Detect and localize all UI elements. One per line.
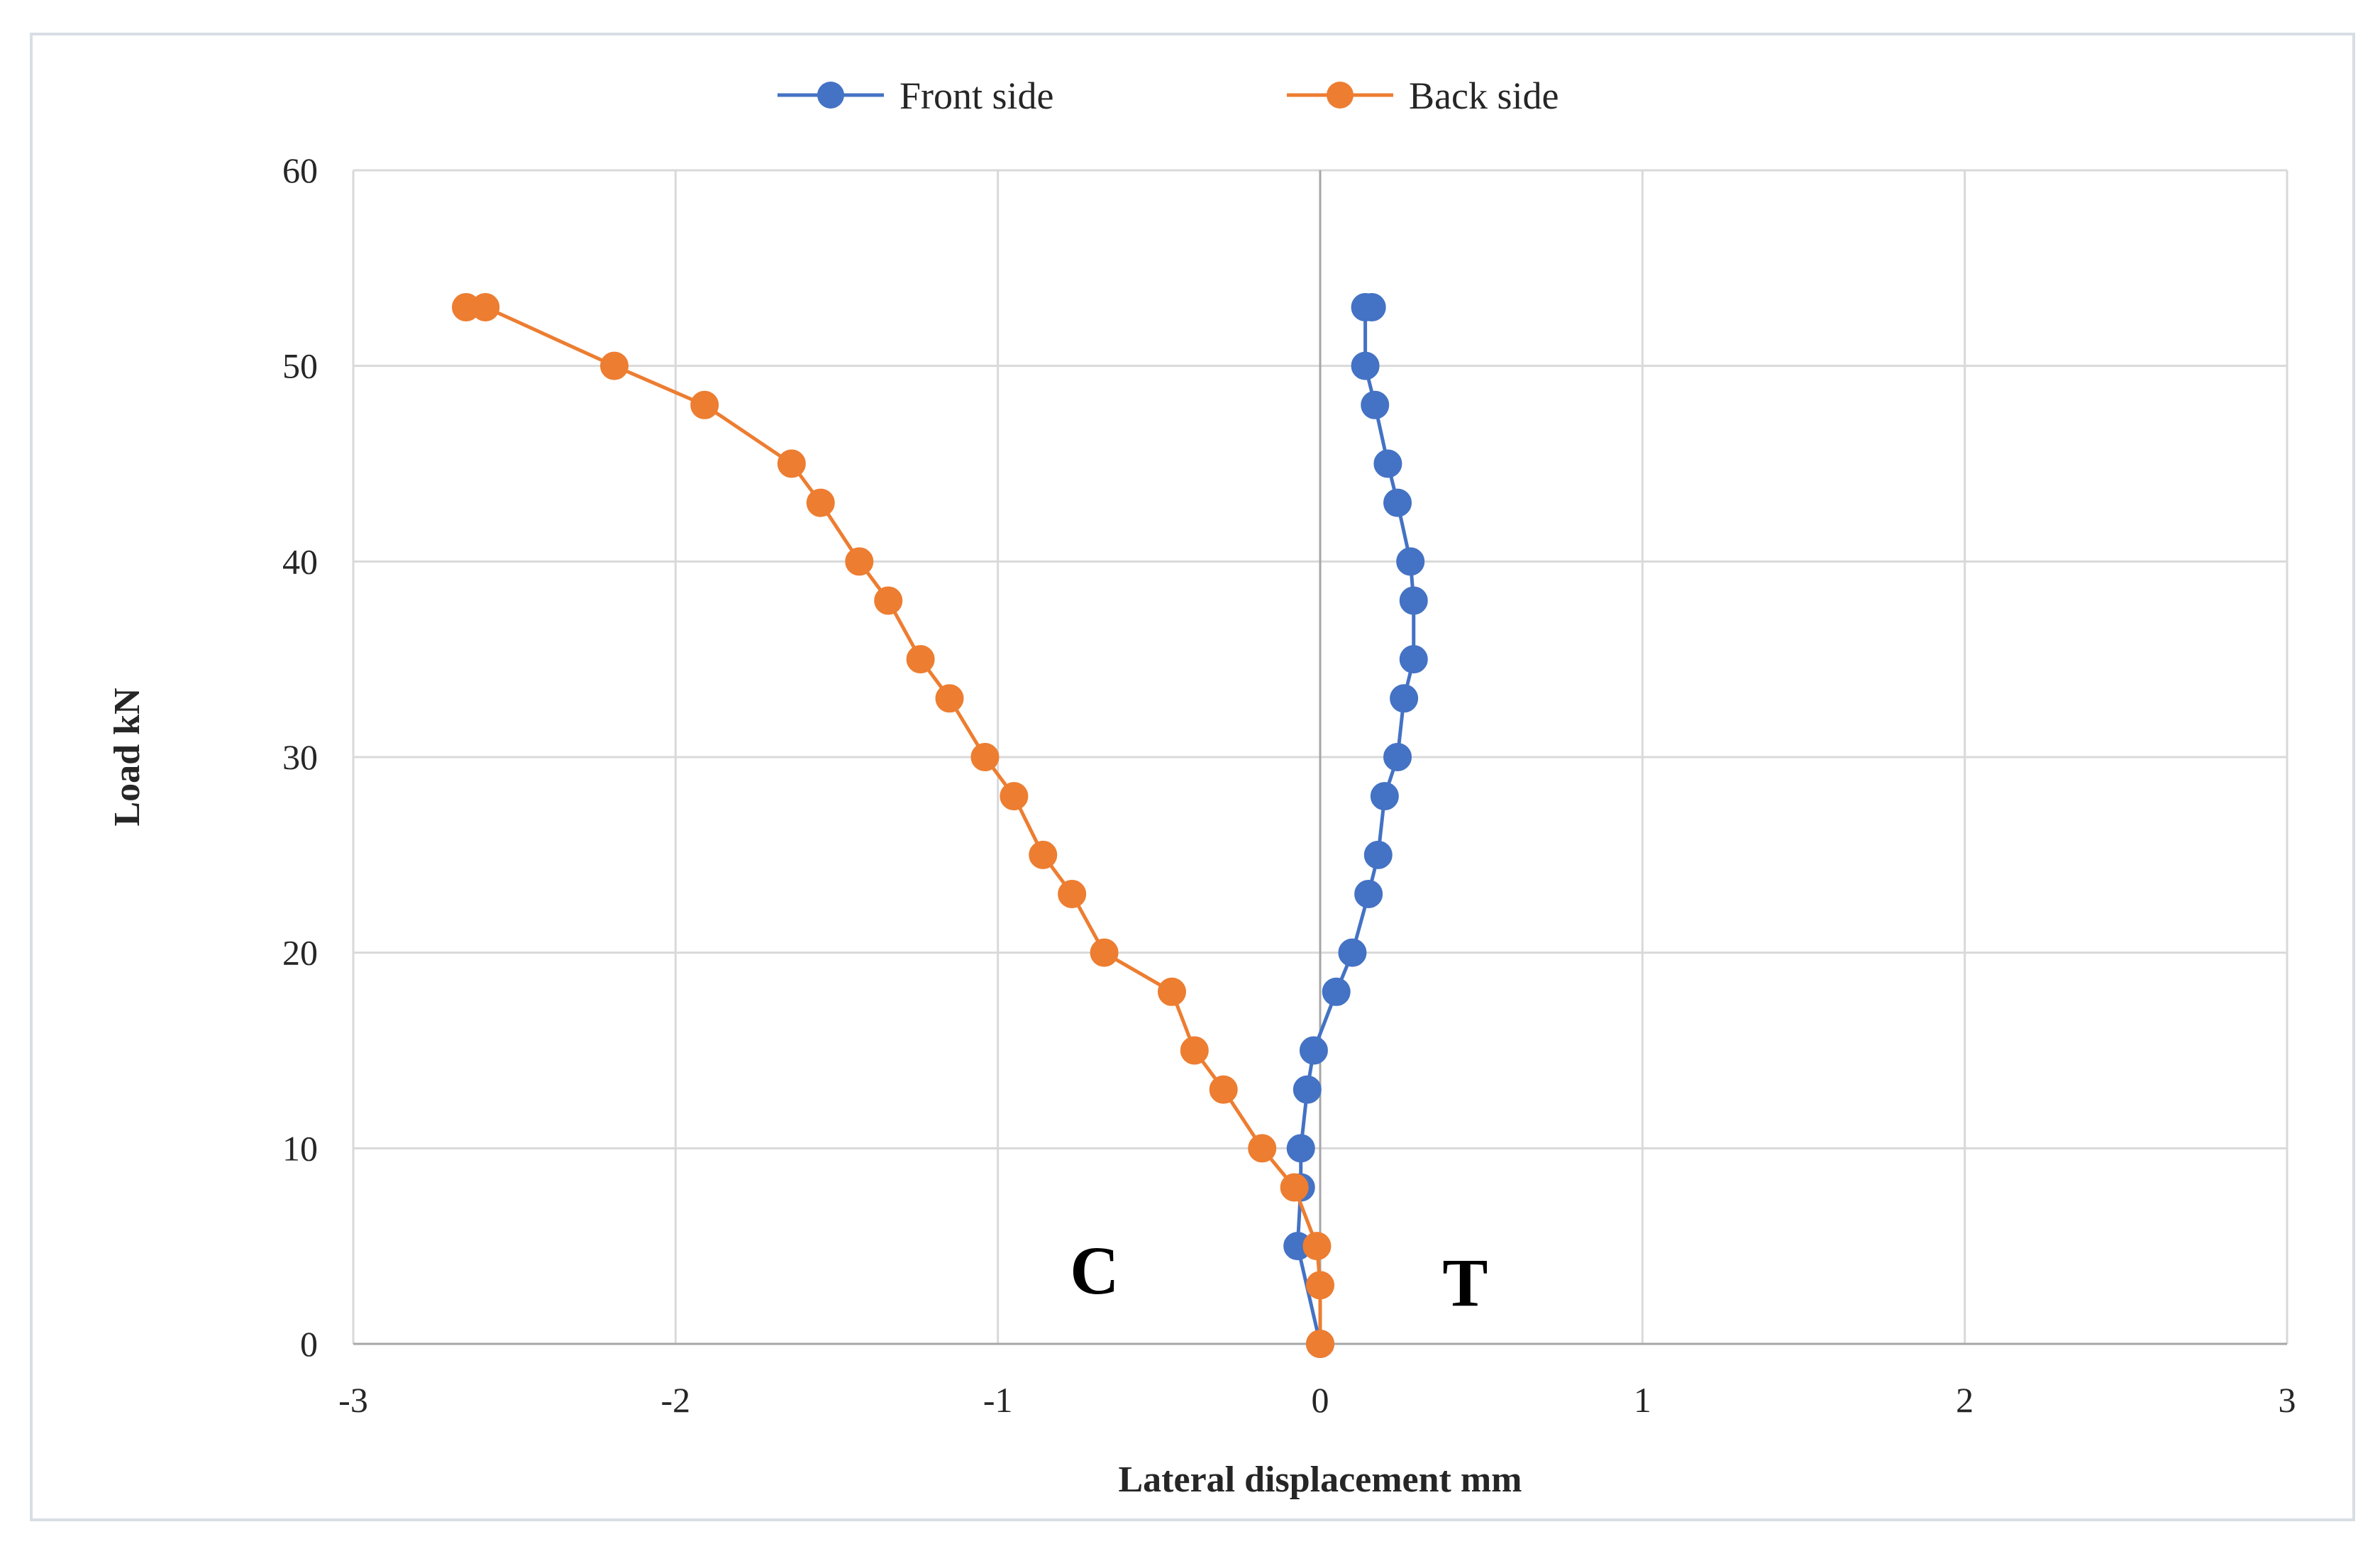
- x-tick-label: 2: [1956, 1380, 1974, 1420]
- y-tick-label: 60: [282, 150, 318, 190]
- y-tick-label: 50: [282, 346, 318, 386]
- data-point-front-side: [1396, 547, 1425, 576]
- data-point-back-side: [906, 645, 935, 674]
- data-point-front-side: [1357, 292, 1386, 321]
- x-axis-title: Lateral displacement mm: [1118, 1460, 1522, 1500]
- data-point-back-side: [452, 292, 481, 321]
- data-point-front-side: [1293, 1075, 1322, 1104]
- annotation-c: C: [1070, 1232, 1119, 1308]
- data-point-back-side: [1209, 1075, 1238, 1104]
- y-tick-label: 20: [282, 933, 318, 973]
- data-point-back-side: [1302, 1232, 1332, 1261]
- data-point-back-side: [1158, 977, 1187, 1006]
- data-point-back-side: [1090, 938, 1119, 967]
- y-tick-label: 10: [282, 1128, 318, 1168]
- series-layer: [452, 292, 1428, 1358]
- data-point-back-side: [1248, 1134, 1277, 1163]
- data-point-front-side: [1373, 449, 1402, 478]
- data-point-back-side: [1029, 840, 1058, 869]
- label-layer: 0 10 20 30 40 50 60 -3 -2 -1 0 1 2 3 Lateral displacem…: [107, 150, 2296, 1500]
- data-point-front-side: [1299, 1036, 1328, 1065]
- data-point-back-side: [806, 488, 835, 517]
- data-point-back-side: [1280, 1173, 1309, 1202]
- annotation-t: T: [1442, 1245, 1488, 1320]
- data-point-back-side: [600, 351, 629, 380]
- x-tick-label: 1: [1634, 1380, 1651, 1420]
- data-point-front-side: [1399, 586, 1428, 615]
- data-point-front-side: [1338, 938, 1367, 967]
- y-axis-title: Load kN: [107, 688, 148, 826]
- series-line-front-side: [1295, 305, 1416, 1345]
- data-point-back-side: [1180, 1036, 1209, 1065]
- data-point-back-side: [874, 586, 903, 615]
- chart-frame: Front side Back side 0 10 20 30 40 50 60 -3 -2 -1 0…: [30, 33, 2355, 1521]
- data-point-back-side: [777, 449, 806, 478]
- data-point-back-side: [1058, 879, 1087, 908]
- data-point-front-side: [1363, 840, 1393, 869]
- legend: Front side Back side: [777, 75, 1559, 117]
- y-tick-label: 30: [282, 737, 318, 777]
- y-tick-label: 0: [300, 1324, 318, 1364]
- data-point-front-side: [1370, 782, 1399, 811]
- x-tick-label: 0: [1312, 1380, 1329, 1420]
- data-point-front-side: [1383, 743, 1412, 771]
- data-point-back-side: [690, 390, 719, 419]
- data-point-front-side: [1399, 645, 1428, 674]
- legend-marker-back-side: [1327, 82, 1354, 109]
- x-tick-label: -3: [338, 1380, 368, 1420]
- data-point-back-side: [1306, 1271, 1334, 1300]
- legend-label-front-side: Front side: [900, 75, 1054, 117]
- data-point-front-side: [1361, 390, 1390, 419]
- data-point-front-side: [1354, 879, 1383, 908]
- data-point-back-side: [1306, 1330, 1334, 1358]
- x-tick-label: -1: [983, 1380, 1013, 1420]
- legend-marker-front-side: [817, 82, 844, 109]
- x-tick-label: 3: [2279, 1380, 2296, 1420]
- data-point-back-side: [935, 684, 964, 713]
- data-point-back-side: [970, 743, 1000, 771]
- data-point-front-side: [1383, 488, 1412, 517]
- legend-label-back-side: Back side: [1409, 75, 1559, 117]
- data-point-back-side: [1000, 782, 1029, 811]
- y-tick-label: 40: [282, 541, 318, 581]
- data-point-front-side: [1286, 1134, 1315, 1163]
- data-point-front-side: [1322, 977, 1351, 1006]
- data-point-front-side: [1390, 684, 1419, 713]
- data-point-back-side: [845, 547, 874, 576]
- data-point-front-side: [1351, 351, 1380, 380]
- x-tick-label: -2: [661, 1380, 691, 1420]
- series-line-back-side: [466, 305, 1322, 1344]
